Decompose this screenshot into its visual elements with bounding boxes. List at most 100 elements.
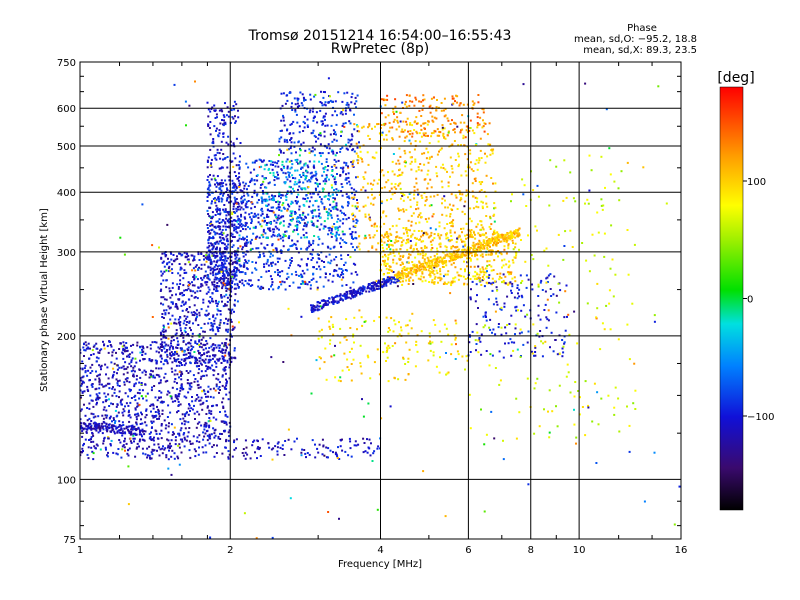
data-point (171, 294, 174, 297)
data-point (186, 321, 189, 323)
data-point (474, 144, 477, 146)
data-point (282, 233, 285, 236)
data-point (90, 424, 93, 427)
data-point (382, 236, 385, 239)
data-point (128, 388, 131, 391)
data-point (402, 193, 405, 196)
data-point (157, 411, 160, 414)
data-point (329, 195, 332, 198)
data-point (350, 133, 353, 136)
data-point (500, 277, 503, 279)
data-point (311, 257, 314, 259)
data-point (209, 259, 212, 262)
data-point (399, 264, 402, 266)
data-point (289, 132, 292, 135)
data-point (334, 344, 336, 347)
data-point (340, 245, 343, 248)
data-point (427, 169, 430, 172)
data-point (111, 387, 114, 390)
data-point (86, 407, 89, 409)
data-point (174, 436, 177, 439)
data-point (330, 165, 333, 168)
data-point (206, 209, 209, 212)
data-point (397, 159, 400, 162)
data-point (144, 370, 147, 373)
data-point (455, 246, 458, 249)
data-point (311, 146, 314, 149)
data-point (268, 195, 271, 198)
data-point (180, 373, 183, 376)
data-point (497, 326, 500, 329)
data-point (202, 336, 205, 339)
data-point (134, 413, 136, 416)
data-point (151, 370, 154, 373)
data-point (327, 279, 330, 282)
data-point (215, 290, 218, 292)
data-point (509, 231, 511, 234)
data-point (310, 220, 313, 223)
data-point (398, 218, 401, 220)
data-point (477, 276, 480, 279)
data-point (179, 347, 182, 350)
data-point (280, 209, 283, 212)
data-point (489, 143, 492, 146)
data-point (218, 264, 221, 267)
data-point (274, 165, 277, 168)
data-point (458, 104, 461, 107)
data-point (174, 400, 177, 403)
data-point (217, 387, 220, 390)
data-point (462, 227, 465, 230)
data-point (212, 247, 215, 250)
data-point (162, 324, 165, 327)
data-point (240, 213, 242, 216)
data-point (331, 280, 334, 283)
data-point (227, 277, 230, 280)
data-point (215, 252, 218, 255)
data-point (531, 288, 534, 291)
data-point (463, 240, 466, 243)
data-point (127, 414, 130, 417)
data-point (387, 380, 390, 383)
data-point (167, 344, 170, 347)
data-point (139, 438, 141, 441)
data-point (165, 424, 168, 427)
data-point (206, 256, 209, 259)
data-point (132, 343, 135, 346)
data-point (226, 166, 229, 169)
data-point (181, 332, 184, 335)
data-point (242, 238, 245, 241)
data-point (459, 268, 462, 271)
data-point (223, 115, 226, 118)
data-point (221, 263, 224, 266)
data-point (407, 357, 410, 360)
data-point (445, 234, 448, 237)
data-point (340, 211, 343, 214)
data-point (402, 210, 405, 213)
data-point (500, 333, 503, 336)
data-point (355, 152, 358, 155)
data-point (259, 186, 262, 189)
data-point (267, 203, 270, 206)
data-point (492, 303, 495, 306)
data-point (398, 257, 401, 260)
data-point (334, 181, 337, 183)
data-point (311, 253, 314, 256)
data-point (219, 259, 222, 262)
data-point (184, 302, 187, 305)
data-point (213, 225, 216, 228)
data-point (339, 150, 342, 153)
data-point (298, 274, 300, 277)
data-point (227, 308, 230, 311)
data-point (106, 366, 109, 369)
data-point (206, 281, 209, 284)
data-point (388, 238, 391, 241)
data-point (351, 163, 354, 166)
data-point (515, 252, 518, 255)
data-point (209, 328, 212, 331)
data-point (202, 255, 205, 257)
data-point (294, 159, 297, 161)
data-point (335, 264, 338, 267)
data-point (136, 344, 139, 347)
data-point (294, 103, 297, 106)
data-point (469, 149, 472, 152)
